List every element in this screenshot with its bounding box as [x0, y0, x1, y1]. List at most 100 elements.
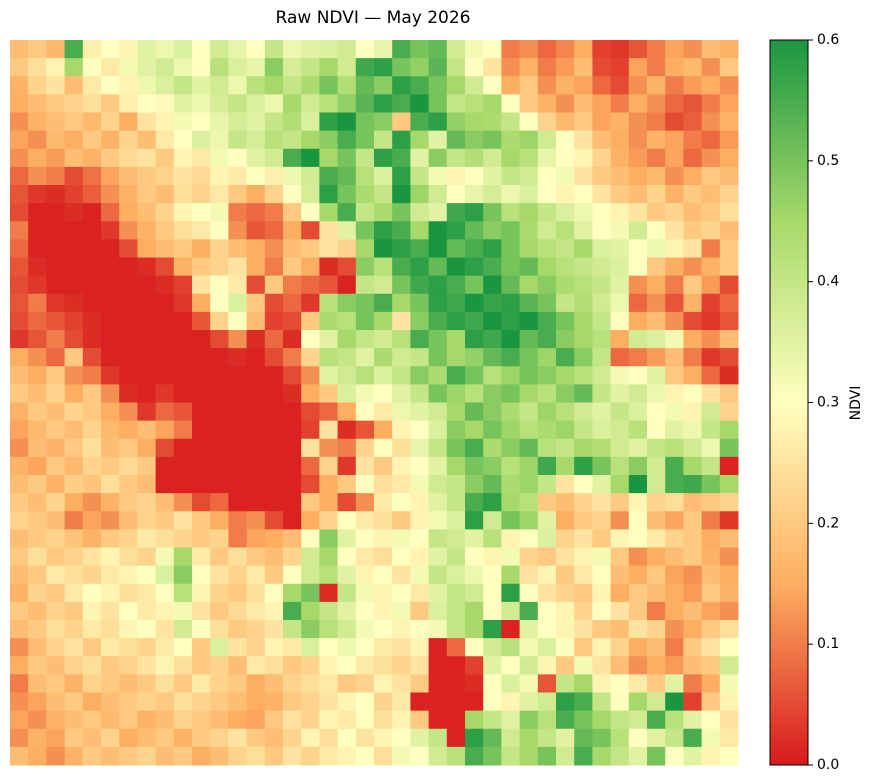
heatmap-cell: [592, 130, 612, 150]
heatmap-cell: [82, 112, 102, 132]
heatmap-cell: [374, 330, 393, 349]
heatmap-cell: [46, 185, 66, 204]
heatmap-cell: [210, 728, 229, 748]
heatmap-cell: [574, 475, 593, 494]
heatmap-cell: [483, 311, 502, 331]
heatmap-cell: [173, 366, 193, 385]
heatmap-cell: [556, 493, 575, 512]
heatmap-cell: [173, 40, 193, 59]
heatmap-cell: [410, 185, 430, 204]
heatmap-cell: [719, 601, 739, 621]
heatmap-cell: [173, 692, 193, 712]
heatmap-cell: [82, 203, 102, 222]
heatmap-cell: [501, 728, 521, 748]
heatmap-cell: [719, 656, 739, 675]
heatmap-cell: [574, 493, 593, 512]
heatmap-cell: [701, 475, 721, 494]
heatmap-cell: [701, 76, 721, 95]
heatmap-cell: [628, 746, 648, 766]
heatmap-cell: [446, 384, 466, 403]
heatmap-cell: [574, 221, 593, 240]
heatmap-cell: [483, 438, 502, 458]
heatmap-cell: [428, 366, 448, 385]
heatmap-cell: [628, 710, 648, 730]
heatmap-cell: [10, 456, 29, 476]
heatmap-cell: [465, 58, 484, 77]
heatmap-cell: [537, 384, 557, 403]
heatmap-cell: [10, 166, 29, 186]
heatmap-cell: [137, 293, 157, 313]
heatmap-cell: [647, 221, 666, 240]
heatmap-cell: [519, 656, 539, 675]
heatmap-cell: [82, 76, 102, 95]
heatmap-cell: [119, 311, 138, 331]
heatmap-cell: [610, 203, 630, 222]
heatmap-cell: [192, 384, 211, 403]
heatmap-cell: [155, 547, 175, 567]
heatmap-cell: [719, 547, 739, 567]
heatmap-cell: [592, 366, 612, 385]
heatmap-cell: [264, 692, 284, 712]
heatmap-cell: [264, 185, 284, 204]
heatmap-cell: [446, 94, 466, 113]
heatmap-cell: [28, 330, 47, 349]
heatmap-cell: [46, 674, 66, 693]
heatmap-cell: [465, 185, 484, 204]
heatmap-cell: [28, 239, 47, 258]
heatmap-cell: [392, 493, 411, 512]
heatmap-cell: [592, 493, 612, 512]
heatmap-cell: [428, 130, 448, 150]
heatmap-cell: [82, 348, 102, 367]
heatmap-cell: [665, 112, 684, 132]
heatmap-cell: [483, 58, 502, 77]
heatmap-cell: [228, 112, 248, 132]
heatmap-cell: [319, 112, 339, 132]
heatmap-cell: [628, 239, 648, 258]
heatmap-cell: [264, 511, 284, 530]
heatmap-cell: [719, 529, 739, 548]
heatmap-cell: [501, 348, 521, 367]
heatmap-cell: [101, 638, 120, 657]
heatmap-cell: [355, 275, 375, 295]
heatmap-cell: [592, 638, 612, 657]
heatmap-cell: [119, 565, 138, 585]
heatmap-cell: [465, 239, 484, 258]
heatmap-cell: [246, 475, 266, 494]
heatmap-cell: [228, 638, 248, 657]
heatmap-cell: [610, 40, 630, 59]
heatmap-cell: [301, 583, 320, 603]
heatmap-cell: [719, 438, 739, 458]
heatmap-cell: [410, 221, 430, 240]
heatmap-cell: [592, 511, 612, 530]
heatmap-cell: [537, 130, 557, 150]
heatmap-cell: [701, 601, 721, 621]
heatmap-cell: [483, 638, 502, 657]
heatmap-cell: [610, 674, 630, 693]
heatmap-cell: [28, 728, 47, 748]
heatmap-cell: [647, 583, 666, 603]
heatmap-cell: [392, 475, 411, 494]
heatmap-cell: [628, 166, 648, 186]
heatmap-cell: [665, 529, 684, 548]
heatmap-cell: [119, 148, 138, 168]
heatmap-cell: [82, 638, 102, 657]
heatmap-cell: [647, 203, 666, 222]
heatmap-cell: [82, 438, 102, 458]
heatmap-cell: [264, 366, 284, 385]
heatmap-cell: [101, 656, 120, 675]
heatmap-cell: [683, 601, 703, 621]
heatmap-cell: [28, 112, 47, 132]
heatmap-cell: [574, 330, 593, 349]
heatmap-cell: [28, 402, 47, 422]
heatmap-cell: [665, 40, 684, 59]
heatmap-cell: [501, 239, 521, 258]
heatmap-cell: [46, 94, 66, 113]
heatmap-cell: [501, 402, 521, 422]
heatmap-cell: [192, 293, 211, 313]
heatmap-cell: [501, 94, 521, 113]
heatmap-cell: [428, 148, 448, 168]
heatmap-cell: [519, 511, 539, 530]
heatmap-cell: [428, 692, 448, 712]
heatmap-cell: [82, 656, 102, 675]
